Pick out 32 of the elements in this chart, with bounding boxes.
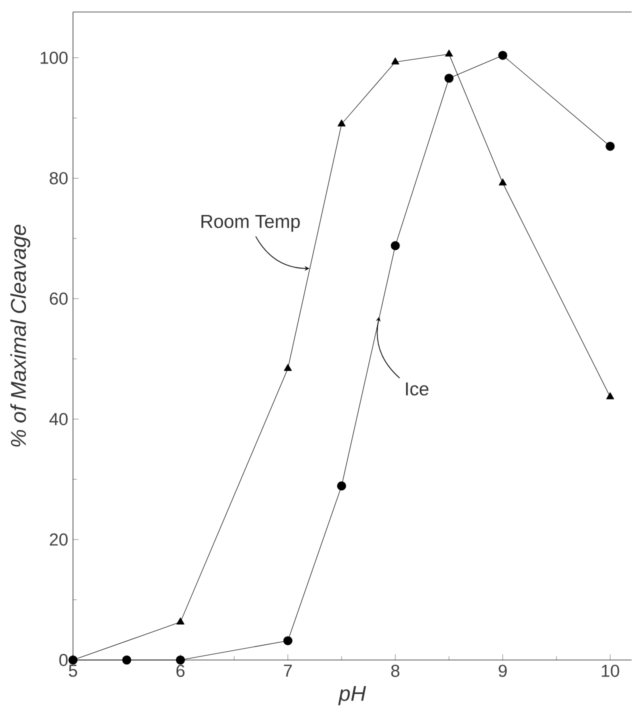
y-tick-label: 60 — [50, 292, 68, 305]
x-tick-label: 8 — [391, 664, 400, 677]
y-tick-label: 100 — [40, 52, 68, 64]
x-tick-label: 5 — [68, 664, 78, 677]
x-tick-label: 6 — [176, 664, 184, 677]
y-axis-title: % of Maximal Cleavage — [10, 224, 30, 447]
point — [284, 364, 292, 371]
point — [445, 50, 453, 57]
point — [68, 655, 78, 665]
annotation: Ice — [406, 382, 428, 396]
point — [176, 655, 185, 665]
point — [606, 142, 615, 151]
point — [176, 618, 184, 624]
y-tick-label: 20 — [50, 533, 68, 546]
x-tick-label: 9 — [498, 664, 507, 677]
point — [498, 178, 507, 186]
point — [338, 119, 346, 126]
point — [498, 50, 508, 60]
y-tick-label: 40 — [49, 412, 68, 426]
x-tick-label: 7 — [284, 664, 292, 677]
point — [444, 74, 454, 83]
point — [337, 481, 346, 490]
point — [122, 655, 132, 665]
point — [390, 241, 400, 250]
y-tick-label: 0 — [59, 654, 68, 666]
point — [606, 392, 614, 400]
x-axis-title: pH — [338, 686, 366, 706]
x-tick-label: 10 — [602, 664, 620, 677]
point — [391, 57, 400, 64]
point — [283, 636, 292, 646]
y-tick-label: 80 — [50, 172, 68, 184]
annotation: Room Temp — [201, 215, 300, 232]
